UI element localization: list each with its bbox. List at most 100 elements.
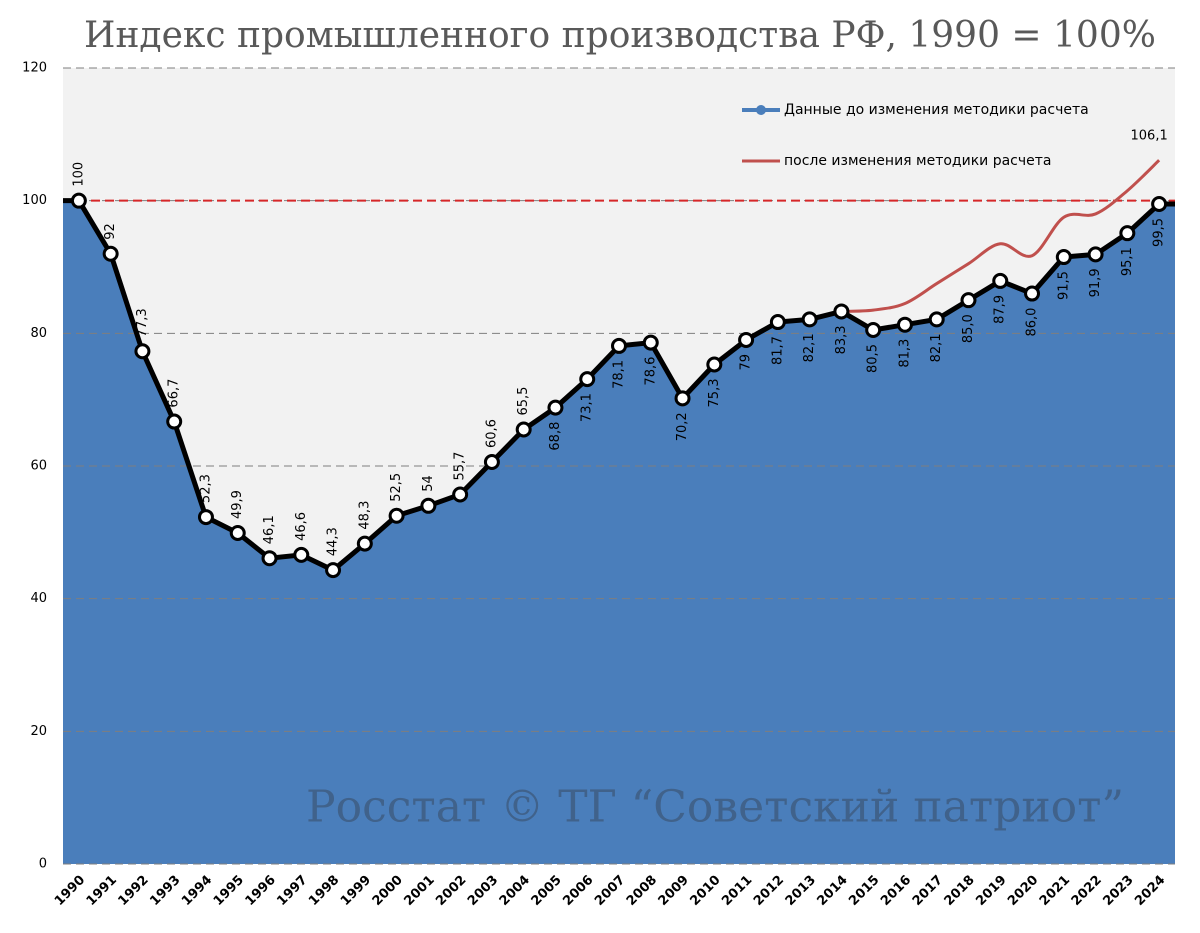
marker [102,245,119,262]
data-label: 86,0 [1025,308,1040,337]
marker [166,413,183,430]
data-label: 55,7 [453,452,468,481]
data-label: 83,3 [834,325,849,354]
marker [261,550,278,567]
marker [70,192,87,209]
marker [356,535,373,552]
data-label: 73,1 [580,393,595,422]
marker [992,272,1009,289]
y-tick-label: 60 [30,459,47,474]
data-label: 95,1 [1120,247,1135,276]
data-label: 82,1 [802,333,817,362]
x-tick-label: 2012 [751,873,787,909]
marker [134,343,151,360]
marker [483,454,500,471]
y-tick-label: 40 [30,591,47,606]
marker [1151,195,1168,212]
y-tick-label: 100 [22,193,47,208]
data-label: 91,9 [1088,268,1103,297]
marker [547,399,564,416]
marker [960,292,977,309]
y-tick-label: 0 [39,857,47,872]
marker [229,524,246,541]
marker [1024,285,1041,302]
legend-marker [756,105,766,115]
data-label: 106,1 [1131,129,1168,144]
data-label: 44,3 [326,527,341,556]
x-tick-label: 2003 [465,873,501,909]
marker [579,371,596,388]
x-tick-label: 1991 [84,873,120,909]
data-label: 46,1 [262,515,277,544]
y-tick-label: 80 [30,326,47,341]
data-label: 65,5 [516,387,531,416]
marker [801,311,818,328]
x-tick-label: 2001 [401,873,437,909]
data-label: 48,3 [357,501,372,530]
data-label: 46,6 [294,512,309,541]
x-tick-label: 2013 [783,873,819,909]
data-label: 82,1 [929,333,944,362]
data-label: 78,6 [643,357,658,386]
data-label: 87,9 [993,295,1008,324]
x-tick-label: 1998 [306,873,342,909]
marker [769,314,786,331]
data-label: 85,0 [961,314,976,343]
x-tick-label: 2022 [1069,873,1105,909]
data-label: 75,3 [707,379,722,408]
marker [642,334,659,351]
x-tick-label: 2021 [1037,873,1073,909]
data-label: 52,3 [198,474,213,503]
data-label: 49,9 [230,490,245,519]
x-tick-label: 2020 [1005,873,1041,909]
x-tick-label: 2002 [433,873,469,909]
marker [1087,246,1104,263]
x-tick-label: 2016 [878,873,914,909]
x-tick-label: 2006 [560,873,596,909]
x-tick-label: 2023 [1100,873,1136,909]
data-label: 66,7 [167,379,182,408]
marker [1055,249,1072,266]
x-tick-label: 2024 [1132,873,1168,909]
x-tick-label: 2000 [370,873,406,909]
data-label: 78,1 [612,360,627,389]
x-tick-label: 1999 [338,873,374,909]
marker [833,303,850,320]
legend-label: Данные до изменения методики расчета [784,102,1089,118]
x-tick-label: 2017 [910,873,946,909]
data-label: 60,6 [484,419,499,448]
annotation: Росстат © ТГ “Советский патриот” [306,782,1124,833]
marker [515,421,532,438]
x-tick-label: 2018 [942,873,978,909]
marker [865,322,882,339]
x-tick-label: 1994 [179,873,215,909]
data-label: 52,5 [389,473,404,502]
x-tick-label: 2008 [624,873,660,909]
data-label: 68,8 [548,422,563,451]
marker [293,546,310,563]
x-tick-label: 1995 [211,873,247,909]
marker [452,486,469,503]
data-label: 99,5 [1152,218,1167,247]
marker [420,497,437,514]
data-label: 80,5 [866,344,881,373]
data-label: 70,2 [675,412,690,441]
data-label: 81,3 [897,339,912,368]
data-label: 54 [421,475,436,492]
x-tick-label: 2014 [815,873,851,909]
x-tick-label: 2019 [973,873,1009,909]
x-tick-label: 1992 [116,873,152,909]
marker [325,562,342,579]
legend-label: после изменения методики расчета [784,153,1052,169]
data-label: 92 [103,223,118,240]
x-tick-label: 1990 [52,873,88,909]
x-tick-label: 2005 [529,873,565,909]
x-tick-label: 1996 [243,873,279,909]
area [63,200,1175,864]
x-tick-label: 2007 [592,873,628,909]
x-tick-label: 2009 [656,873,692,909]
marker [611,337,627,354]
marker [1119,225,1136,242]
data-label: 91,5 [1056,271,1071,300]
